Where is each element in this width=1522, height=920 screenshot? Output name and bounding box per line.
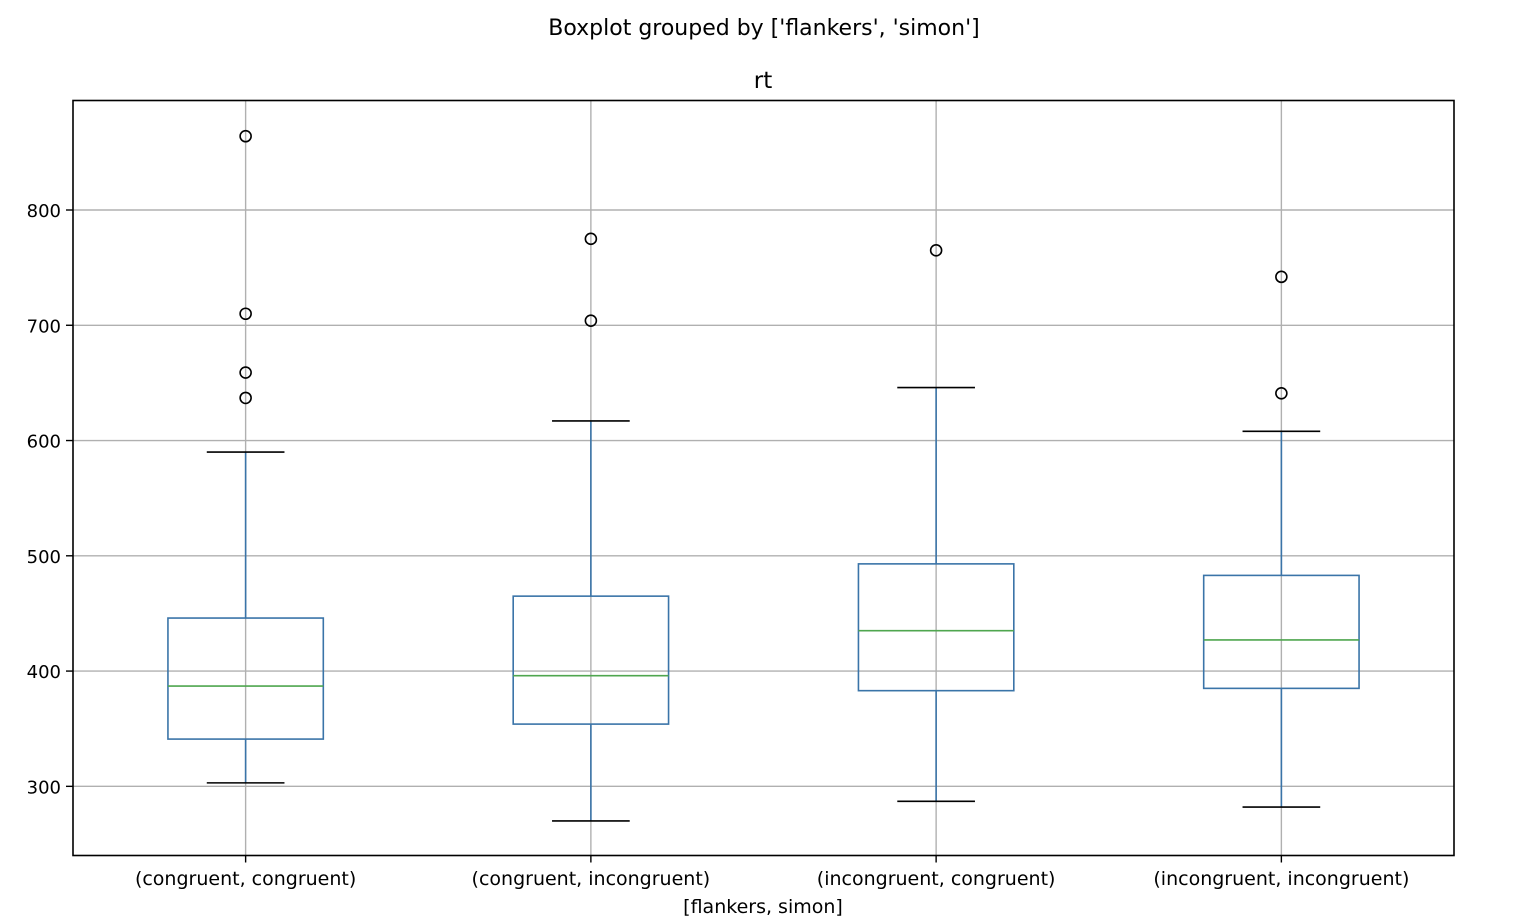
x-axis-ticks: (congruent, congruent) (congruent, incong… [135,855,1409,890]
y-tick-label: 400 [27,662,61,683]
outlier-point [239,129,252,143]
outlier-point [1275,386,1288,400]
box-groups [167,129,1360,822]
box-group [167,129,325,784]
outlier-point [929,244,943,257]
box-group [512,232,670,822]
plot-frame [72,99,1455,857]
figure-suptitle: Boxplot grouped by ['flankers', 'simon'] [548,16,980,41]
y-tick-label: 500 [27,547,61,568]
outlier-point [239,366,252,379]
y-tick-label: 300 [27,777,61,798]
outlier-point [584,314,598,327]
y-axis-ticks: 300 400 500 600 700 800 [27,201,73,798]
x-tick-label: (incongruent, congruent) [817,868,1056,890]
outlier-point [239,307,252,321]
x-tick-label: (incongruent, incongruent) [1153,868,1409,890]
y-tick-label: 600 [27,432,61,453]
grid-lines [73,100,1454,856]
axes-title: rt [754,68,772,94]
iqr-box [857,563,1015,692]
y-tick-label: 700 [27,316,61,337]
box-group [1202,270,1360,808]
x-axis-label: [flankers, simon] [683,896,843,918]
iqr-box [167,617,325,740]
outlier-point [1275,270,1288,284]
outlier-point [239,391,252,405]
x-tick-label: (congruent, congruent) [135,868,356,890]
iqr-box [512,595,670,725]
iqr-box [1202,574,1360,690]
y-tick-label: 800 [27,201,61,222]
outlier-point [584,232,598,246]
x-tick-label: (congruent, incongruent) [472,868,711,890]
box-group [857,244,1015,803]
